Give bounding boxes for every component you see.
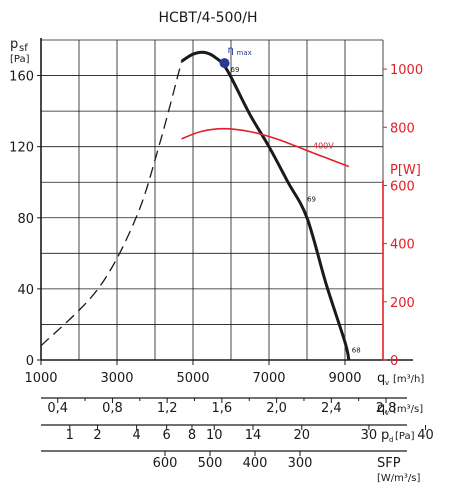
x-tick-label: 7000: [252, 371, 285, 386]
scale-pd-label-sub: d: [389, 436, 393, 444]
y-axis-label-sub: sf: [19, 43, 28, 54]
scale-pd-tick-label: 40: [417, 428, 434, 443]
scale-m3s-unit: [m³/s]: [393, 404, 423, 415]
scale-sfp-label-main: SFP: [377, 456, 401, 471]
scale-pd-tick-label: 4: [132, 428, 140, 443]
y-tick-label: 80: [17, 212, 34, 227]
efficiency-label: 68: [352, 346, 361, 354]
y-tick-label: 120: [9, 141, 34, 156]
scale-pd-tick-label: 20: [294, 428, 311, 443]
scale-sfp-tick-label: 400: [243, 456, 268, 471]
y-tick-label: 0: [26, 354, 34, 369]
x-axis-label-sub: v: [385, 379, 389, 387]
series-power-label: 400V: [313, 142, 334, 151]
annotations: η max 69 69 68: [219, 45, 361, 354]
y2-tick-label: 0: [390, 354, 398, 369]
scale-pd-tick-label: 14: [245, 428, 262, 443]
scale-m3s-tick-label: 1,6: [212, 401, 233, 416]
y-axis-unit: [Pa]: [10, 54, 30, 65]
scale-m3s-label: q v [m³/s]: [377, 401, 423, 417]
series-pressure-unstable-line: [40, 61, 183, 347]
y-axis-label: p sf [Pa]: [10, 37, 30, 65]
scale-sfp-tick-label: 300: [288, 456, 313, 471]
y2-tick-label: 1000: [390, 63, 423, 78]
scale-pd-unit: [Pa]: [395, 431, 415, 442]
scale-pd-tick-label: 6: [163, 428, 171, 443]
scale-sfp-label: SFP [W/m³/s]: [377, 456, 420, 484]
scale-sfp-tick-label: 500: [198, 456, 223, 471]
axes: [40, 38, 413, 361]
scale-pd-tick-label: 2: [93, 428, 101, 443]
eta-max-sub: max: [237, 49, 252, 57]
x-tick-label: 1000: [24, 371, 57, 386]
efficiency-label: 69: [231, 66, 240, 74]
scale-m3s-tick-label: 1,2: [157, 401, 178, 416]
x-tick-labels: 1000 3000 5000 7000 9000: [24, 360, 362, 386]
efficiency-label: 69: [307, 196, 316, 204]
scale-pd-tick-label: 10: [206, 428, 223, 443]
scale-pd-tick-label: 30: [361, 428, 378, 443]
x-tick-label: 5000: [176, 371, 209, 386]
scale-sfp-tick-label: 600: [153, 456, 178, 471]
secondary-scales: 0,4 0,8 1,2 1,6 2,0 2,4 2,8 1 2 4 6 8 10 14 20 30 40 600 5…: [41, 397, 434, 471]
x-tick-label: 9000: [328, 371, 361, 386]
series-power-line: [181, 127, 350, 168]
eta-max-label: η: [228, 45, 234, 56]
scale-m3s-tick-label: 2,0: [266, 401, 287, 416]
scale-sfp-unit: [W/m³/s]: [377, 473, 420, 484]
y2-tick-label: 600: [390, 179, 415, 194]
y2-tick-label: 200: [390, 296, 415, 311]
scale-pd-tick-label: 1: [66, 428, 74, 443]
scale-m3s-tick-label: 2,4: [321, 401, 342, 416]
y-tick-label: 160: [9, 70, 34, 85]
y-tick-label: 40: [17, 283, 34, 298]
x-axis-unit: [m³/h]: [393, 374, 424, 385]
scale-m3s-tick-label: 2,8: [376, 401, 397, 416]
y2-tick-labels: 0 200 400 600 800 1000: [383, 63, 423, 369]
y2-tick-label: 400: [390, 238, 415, 253]
grid: [40, 39, 384, 361]
y2-tick-label: 800: [390, 121, 415, 136]
x-axis-label-main: q: [377, 371, 385, 386]
scale-pd-label-main: p: [381, 428, 389, 443]
x-axis-label: q v [m³/h]: [377, 371, 424, 387]
y-axis-label-main: p: [10, 37, 18, 52]
y2-axis-label: P[W]: [390, 163, 421, 178]
scale-m3s-label-sub: v: [385, 409, 389, 417]
series: 400V: [40, 50, 351, 361]
scale-pd-tick-label: 8: [188, 428, 196, 443]
x-tick-label: 3000: [100, 371, 133, 386]
scale-m3s-tick-label: 0,8: [102, 401, 123, 416]
eta-max-point: [219, 58, 230, 69]
scale-m3s-label-main: q: [377, 401, 385, 416]
chart-title: HCBT/4-500/H: [158, 10, 257, 26]
scale-m3s-tick-label: 0,4: [47, 401, 68, 416]
scale-pd-label: p d [Pa]: [381, 428, 415, 444]
series-pressure-line: [180, 50, 351, 361]
y-tick-labels: 0 40 80 120 160: [9, 70, 41, 369]
